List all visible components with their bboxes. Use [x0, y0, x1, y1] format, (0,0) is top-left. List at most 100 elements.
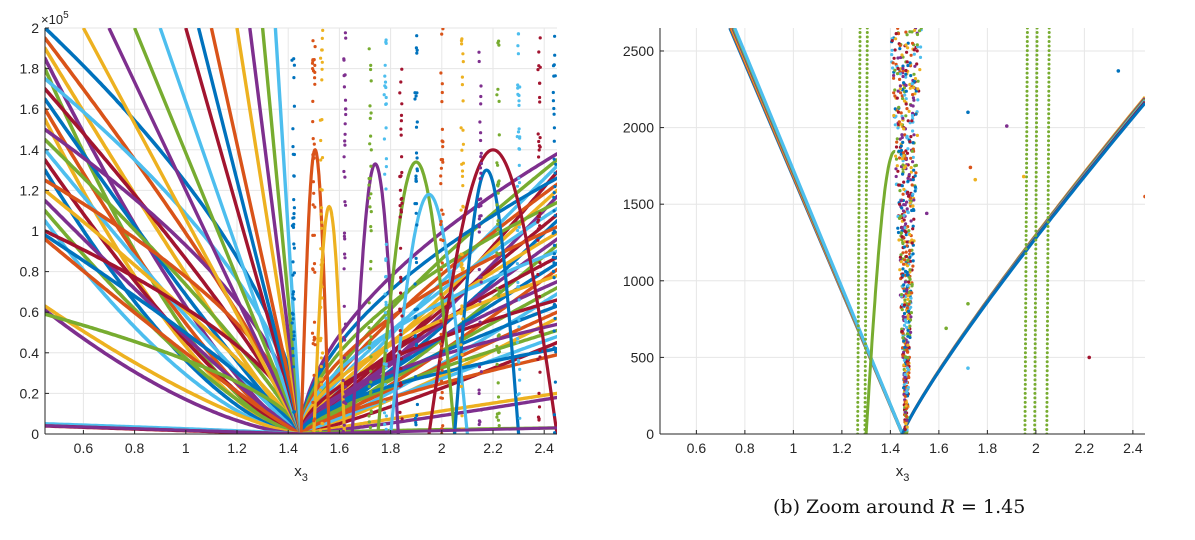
data-point — [461, 142, 465, 146]
data-point — [496, 348, 500, 352]
data-point — [912, 217, 916, 221]
data-point — [864, 274, 868, 278]
data-point — [904, 83, 908, 87]
data-point — [908, 86, 912, 90]
data-point — [899, 231, 903, 235]
data-point — [1023, 360, 1027, 364]
y-exponent-label: ×105 — [41, 10, 69, 27]
x-tick-label: 1.6 — [929, 440, 949, 456]
data-point — [1033, 333, 1037, 337]
data-point — [891, 61, 895, 65]
data-point — [1046, 288, 1050, 292]
data-point — [918, 68, 922, 72]
data-point — [1046, 166, 1050, 170]
data-point — [899, 253, 903, 257]
data-point — [1035, 76, 1039, 80]
data-point — [461, 60, 465, 64]
data-point — [367, 183, 371, 187]
data-point — [1034, 197, 1038, 201]
data-point — [863, 369, 867, 373]
data-point — [902, 386, 906, 390]
data-point — [384, 38, 388, 42]
data-point — [1033, 315, 1037, 319]
x-axis-label-main: x — [294, 463, 302, 480]
data-point — [440, 90, 444, 95]
data-point — [864, 216, 868, 219]
data-point — [1025, 49, 1029, 53]
data-point — [1046, 211, 1050, 215]
data-point — [1046, 175, 1050, 179]
data-point — [400, 417, 404, 421]
data-point — [399, 210, 403, 214]
data-point — [858, 121, 861, 125]
data-point — [1023, 351, 1027, 355]
data-point — [292, 246, 296, 250]
data-point — [343, 322, 348, 326]
data-point — [899, 148, 904, 153]
data-point — [312, 262, 317, 266]
data-point — [857, 175, 861, 179]
data-point — [856, 405, 860, 409]
data-point — [320, 296, 324, 300]
data-point — [909, 305, 913, 309]
data-point — [384, 242, 388, 246]
data-point — [895, 72, 900, 76]
data-point — [864, 206, 868, 210]
data-point — [1047, 53, 1051, 57]
data-point — [312, 373, 316, 377]
data-point — [906, 328, 910, 332]
data-point — [368, 425, 372, 430]
data-point — [496, 395, 501, 399]
data-point — [321, 28, 325, 32]
data-point — [909, 330, 913, 334]
data-point — [908, 83, 912, 87]
series-line — [235, 28, 303, 434]
data-point — [903, 355, 908, 359]
data-point — [856, 355, 860, 359]
data-point — [902, 81, 906, 85]
data-point — [1025, 143, 1029, 147]
data-point — [321, 351, 325, 355]
scatter-column — [367, 47, 373, 430]
data-point — [368, 205, 372, 209]
data-point — [459, 126, 463, 130]
scatter-column — [341, 31, 348, 434]
data-point — [908, 232, 912, 237]
data-point — [914, 112, 918, 116]
data-point — [398, 215, 402, 219]
data-point — [900, 133, 904, 137]
data-point — [552, 261, 556, 265]
data-point — [902, 358, 906, 362]
data-point — [516, 337, 520, 341]
scatter-column — [382, 38, 389, 431]
x-tick-label: 0.6 — [687, 440, 707, 456]
y-tick-label: 1.4 — [20, 142, 40, 158]
data-point — [292, 104, 296, 108]
data-point — [904, 149, 908, 153]
data-point — [517, 99, 521, 103]
data-point — [858, 35, 862, 39]
data-point — [1021, 174, 1026, 179]
data-point — [439, 222, 443, 227]
data-point — [857, 184, 861, 188]
data-point — [1046, 202, 1050, 206]
data-point — [383, 422, 387, 427]
data-point — [856, 319, 860, 323]
data-point — [895, 96, 899, 100]
data-point — [440, 379, 444, 383]
data-point — [1047, 49, 1051, 53]
data-point — [856, 360, 860, 364]
data-point — [478, 299, 482, 303]
data-point — [1024, 197, 1028, 201]
data-point — [439, 319, 443, 323]
data-point — [320, 67, 324, 71]
data-point — [1025, 130, 1029, 134]
data-point — [439, 219, 443, 224]
data-point — [900, 206, 904, 210]
data-point — [342, 395, 346, 399]
data-point — [400, 201, 404, 205]
data-point — [1046, 216, 1050, 219]
data-point — [898, 77, 902, 81]
data-point — [1046, 274, 1050, 278]
data-point — [313, 336, 317, 341]
